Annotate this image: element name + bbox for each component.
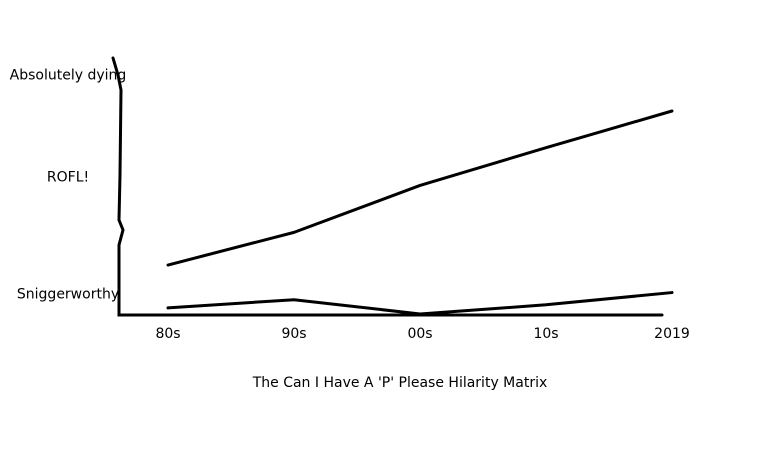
line-series: [166, 291, 674, 316]
x-tick-label: 00s: [407, 326, 432, 342]
x-tick-label: 80s: [155, 326, 180, 342]
axes: [111, 56, 664, 317]
chart-title: The Can I Have A 'P' Please Hilarity Mat…: [252, 375, 548, 391]
y-tick-label: Sniggerworthy: [17, 287, 119, 303]
y-tick-label: Absolutely dying: [10, 67, 127, 83]
line-series: [166, 109, 674, 267]
x-tick-label: 2019: [654, 326, 690, 342]
x-tick-label: 90s: [281, 326, 306, 342]
y-tick-label: ROFL!: [47, 169, 89, 185]
x-tick-label: 10s: [533, 326, 558, 342]
